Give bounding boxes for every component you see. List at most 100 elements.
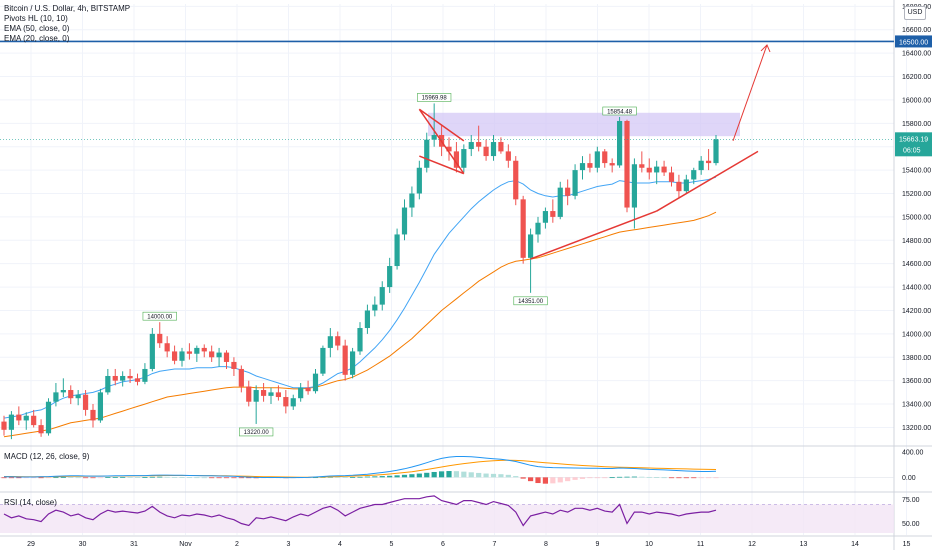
macd-histogram-bar [713, 477, 719, 479]
macd-histogram-bar [579, 477, 586, 479]
candle [97, 388, 104, 423]
candle-body [572, 170, 578, 196]
macd-histogram-bar [705, 477, 712, 479]
macd-histogram-bar [142, 477, 148, 478]
candle-body [60, 390, 66, 393]
pivot-label: 14000.00 [142, 311, 177, 321]
currency-button[interactable]: USD [904, 6, 926, 20]
candle [283, 390, 289, 414]
macd-histogram-bar [164, 476, 170, 478]
price-tick-label: 15200.00 [902, 191, 931, 198]
candle-body [134, 378, 141, 382]
macd-histogram-bar [223, 477, 230, 479]
candle [639, 151, 645, 173]
rsi-tick-label: 50.00 [902, 521, 920, 528]
resistance-tag [895, 35, 932, 48]
candle [238, 365, 244, 393]
candle-body [260, 390, 267, 396]
candle [186, 343, 193, 360]
candle-body [676, 181, 682, 192]
candle-body [246, 386, 252, 402]
time-tick-label: 7 [493, 541, 497, 548]
candle-body [1, 421, 7, 430]
candle-body [335, 336, 341, 346]
macd-histogram-bar [557, 477, 563, 483]
time-axis: 29 30 31 Nov 2 3 4 5 6 7 8 9 10 11 12 13 14 15 [27, 541, 910, 548]
candle [179, 347, 185, 367]
rsi-band [0, 504, 894, 533]
resistance-tag-text: 16500.00 [899, 39, 928, 46]
candle [23, 412, 29, 430]
price-tick-label: 13200.00 [902, 425, 931, 432]
candle-body [290, 398, 296, 407]
macd-label: MACD (12, 26, close, 9) [4, 452, 90, 461]
macd-histogram-bar [542, 477, 549, 484]
candle-body [542, 211, 549, 223]
candle [90, 404, 96, 428]
rsi-panel: 75.00 50.00 [0, 495, 920, 533]
macd-histogram-bar [238, 477, 244, 479]
macd-histogram-bar [661, 477, 667, 479]
candle [372, 296, 378, 317]
macd-histogram-bar [602, 477, 608, 479]
candle [164, 336, 170, 358]
candle [468, 135, 474, 157]
macd-histogram-bar [120, 476, 126, 478]
candle [260, 383, 267, 402]
macd-histogram-bar [483, 473, 489, 478]
macd-histogram-bar [112, 477, 118, 478]
candle [105, 368, 111, 395]
candle-body [453, 151, 460, 168]
candle-body [579, 163, 586, 171]
candle-body [105, 375, 111, 393]
pivot-label: 13220.00 [239, 427, 274, 437]
candle-body [238, 368, 244, 387]
macd-histogram-bar [216, 477, 222, 479]
macd-histogram-bar [668, 477, 675, 479]
price-tick-label: 16600.00 [902, 27, 931, 34]
candle [82, 390, 89, 416]
macd-histogram-bar [527, 477, 534, 482]
pivot-box [602, 106, 637, 116]
legend-pivots: Pivots HL (10, 10) [4, 14, 68, 23]
price-axis: 13200.00 13400.00 13600.00 13800.00 14000.00… [895, 4, 932, 432]
candle-body [157, 333, 163, 344]
candle-body [654, 166, 660, 173]
candle-body [394, 234, 400, 267]
macd-histogram-bar [498, 474, 504, 478]
macd-line [3, 456, 717, 479]
candle-body [209, 351, 215, 358]
time-tick-label: 12 [748, 541, 756, 548]
candle [668, 166, 675, 187]
candle-body [364, 310, 371, 329]
price-tick-label: 14400.00 [902, 285, 931, 292]
candle-body [602, 151, 608, 164]
rsi-line [3, 495, 717, 527]
candle-body [194, 347, 200, 354]
candle-body [609, 163, 615, 166]
macd-histogram-bar [357, 476, 363, 478]
time-tick-label: 4 [338, 541, 342, 548]
macd-tick-label: 400.00 [902, 450, 924, 457]
candle [409, 186, 415, 217]
time-tick-label: 13 [800, 541, 808, 548]
candle [654, 160, 660, 185]
flag-line-bottom [419, 155, 465, 175]
candle [453, 142, 460, 173]
macd-histogram-bar [23, 477, 29, 479]
macd-histogram-bar [312, 477, 319, 479]
price-tick-label: 14000.00 [902, 331, 931, 338]
macd-histogram-bar [416, 473, 422, 478]
candle [357, 322, 363, 355]
candle [194, 345, 200, 362]
candle-body [97, 392, 104, 421]
candle-body [387, 266, 393, 288]
candle [401, 199, 408, 241]
macd-histogram-bar [565, 477, 571, 482]
price-tick-label: 13800.00 [902, 355, 931, 362]
legend-ema20: EMA (20, close, 0) [4, 34, 70, 43]
macd-histogram-bar [364, 476, 371, 478]
macd-histogram-bar [231, 477, 237, 479]
price-tick-label: 15400.00 [902, 168, 931, 175]
